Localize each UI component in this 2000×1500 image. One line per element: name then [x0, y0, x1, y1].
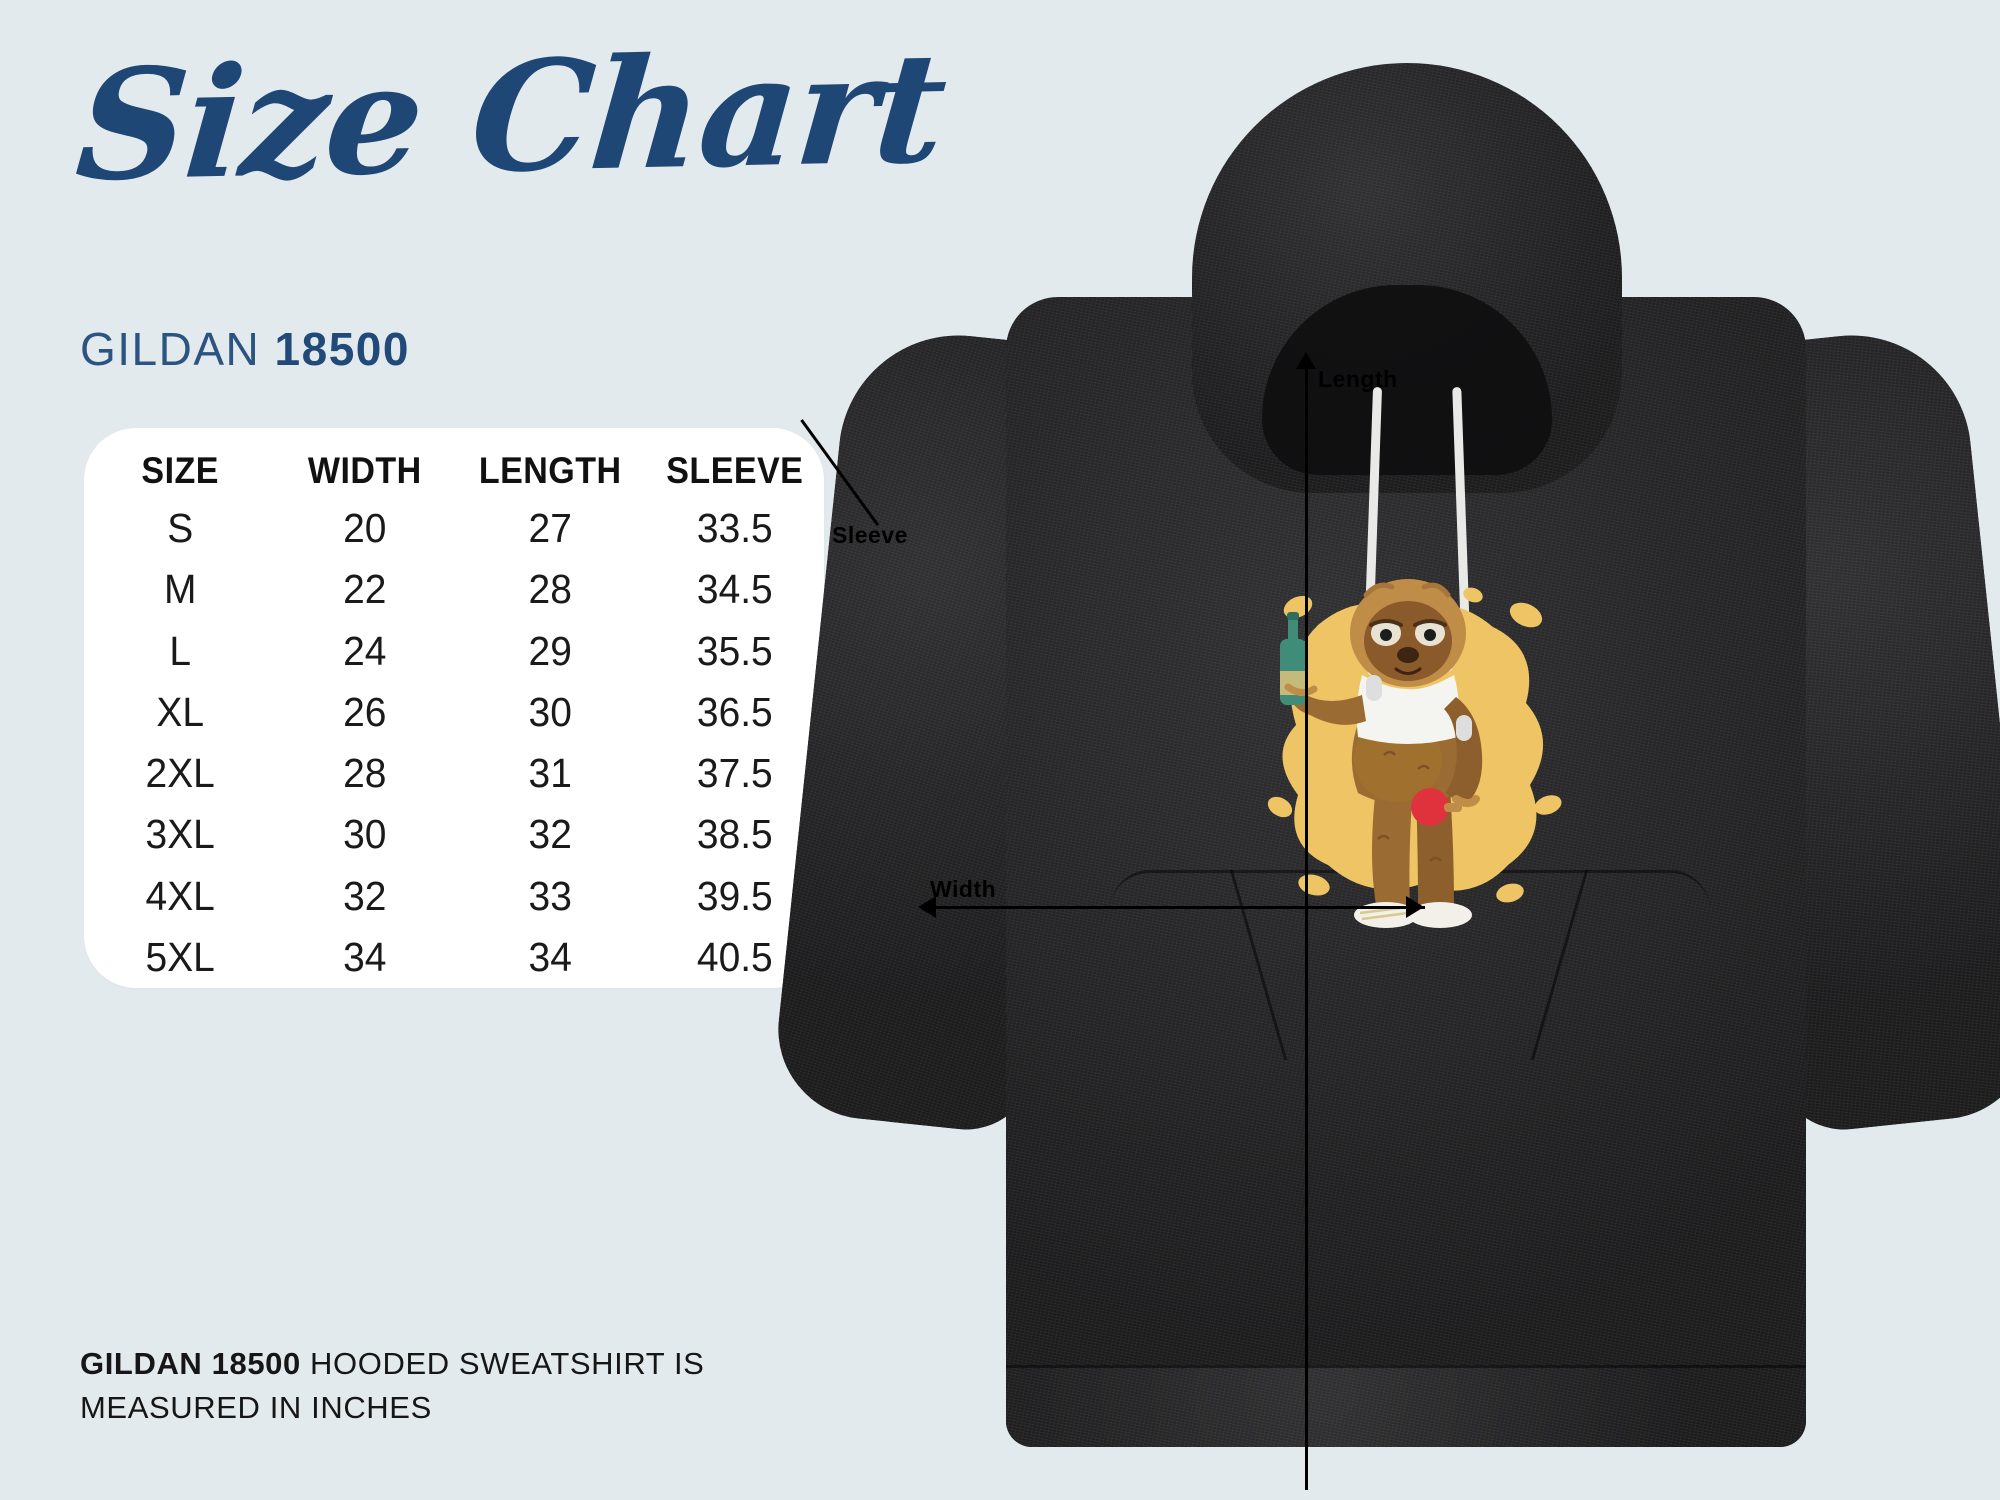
- table-row: 3XL 30 32 38.5: [84, 804, 824, 865]
- drawstring-tip-right: [1456, 715, 1472, 741]
- cell-size: S: [167, 505, 194, 552]
- measurement-note-bold: GILDAN 18500: [80, 1346, 301, 1381]
- length-measure-line: [1305, 360, 1308, 1490]
- width-arrow-left: [918, 896, 936, 918]
- cell-length: 27: [528, 505, 572, 552]
- ping-pong-paddle: [1411, 788, 1449, 826]
- sloth-illustration-svg: [1267, 579, 1562, 928]
- column-header-size: SIZE: [141, 450, 219, 491]
- cell-sleeve: 38.5: [697, 811, 774, 858]
- sloth-right-arm: [1444, 697, 1483, 807]
- sloth-left-leg: [1372, 787, 1413, 907]
- cell-sleeve: 36.5: [697, 688, 774, 735]
- style-number: 18500: [274, 323, 410, 375]
- cell-size: L: [169, 627, 192, 674]
- cell-width: 26: [343, 688, 387, 735]
- cell-length: 31: [528, 750, 572, 797]
- length-label: Length: [1318, 366, 1398, 392]
- product-subtitle: GILDAN 18500: [80, 322, 410, 376]
- column-header-sleeve: SLEEVE: [666, 450, 804, 491]
- cell-sleeve: 40.5: [697, 933, 774, 980]
- cell-width: 20: [343, 505, 387, 552]
- table-header-row: SIZE WIDTH LENGTH SLEEVE: [84, 428, 824, 498]
- table-row: 2XL 28 31 37.5: [84, 743, 824, 804]
- size-table-card: SIZE WIDTH LENGTH SLEEVE S 20 27 33.5 M: [84, 428, 824, 988]
- cell-width: 30: [343, 811, 387, 858]
- cell-sleeve: 37.5: [697, 750, 774, 797]
- cell-size: XL: [156, 688, 205, 735]
- cell-size: 2XL: [145, 750, 215, 797]
- length-arrow-top: [1296, 352, 1316, 369]
- size-table: SIZE WIDTH LENGTH SLEEVE S 20 27 33.5 M: [84, 428, 824, 988]
- cell-length: 28: [528, 566, 572, 613]
- drawstring-tip-left: [1366, 675, 1382, 701]
- table-row: 5XL 34 34 40.5: [84, 927, 824, 988]
- hoodie-image: [769, 35, 2000, 1465]
- product-panel: [769, 0, 2000, 1500]
- measurement-note: GILDAN 18500 HOODED SWEATSHIRT IS MEASUR…: [80, 1342, 800, 1430]
- table-row: L 24 29 35.5: [84, 621, 824, 682]
- cell-size: 3XL: [145, 811, 215, 858]
- column-header-width: WIDTH: [308, 450, 423, 491]
- table-row: 4XL 32 33 39.5: [84, 866, 824, 927]
- sloth-right-eye: [1424, 629, 1436, 641]
- cell-size: M: [163, 566, 197, 613]
- sloth-mouth: [1394, 667, 1422, 675]
- cell-width: 22: [343, 566, 387, 613]
- sleeve-label: Sleeve: [832, 522, 908, 548]
- table-row: S 20 27 33.5: [84, 498, 824, 559]
- sloth-graphic: [1258, 555, 1568, 955]
- sloth-nose: [1397, 647, 1419, 663]
- cell-width: 24: [343, 627, 387, 674]
- cell-size: 5XL: [145, 933, 215, 980]
- width-label: Width: [930, 876, 997, 902]
- cell-length: 32: [528, 811, 572, 858]
- cell-length: 34: [528, 933, 572, 980]
- brand-name: GILDAN: [80, 323, 261, 375]
- hoodie-hem: [1006, 1365, 1806, 1447]
- cell-width: 32: [343, 872, 387, 919]
- table-row: M 22 28 34.5: [84, 559, 824, 620]
- cell-sleeve: 35.5: [697, 627, 774, 674]
- hood-opening: [1262, 285, 1552, 475]
- width-arrow-right: [1406, 896, 1424, 918]
- sloth-left-hand: [1284, 683, 1318, 696]
- cell-sleeve: 39.5: [697, 872, 774, 919]
- cell-width: 28: [343, 750, 387, 797]
- sloth-right-hand: [1452, 795, 1480, 807]
- cell-sleeve: 34.5: [697, 566, 774, 613]
- sloth-tank-top: [1356, 675, 1460, 744]
- table-row: XL 26 30 36.5: [84, 682, 824, 743]
- cell-sleeve: 33.5: [697, 505, 774, 552]
- column-header-length: LENGTH: [478, 450, 622, 491]
- cell-length: 33: [528, 872, 572, 919]
- cell-length: 30: [528, 688, 572, 735]
- measurement-note-rest: HOODED SWEATSHIRT IS MEASURED IN INCHES: [80, 1346, 705, 1426]
- sloth-left-arm: [1290, 691, 1366, 725]
- cell-size: 4XL: [145, 872, 215, 919]
- width-measure-line: [925, 906, 1425, 909]
- sloth-left-eye: [1380, 629, 1392, 641]
- info-panel: Size Chart GILDAN 18500 SIZE WIDTH LENGT…: [71, 18, 952, 1430]
- cell-width: 34: [343, 933, 387, 980]
- cell-length: 29: [528, 627, 572, 674]
